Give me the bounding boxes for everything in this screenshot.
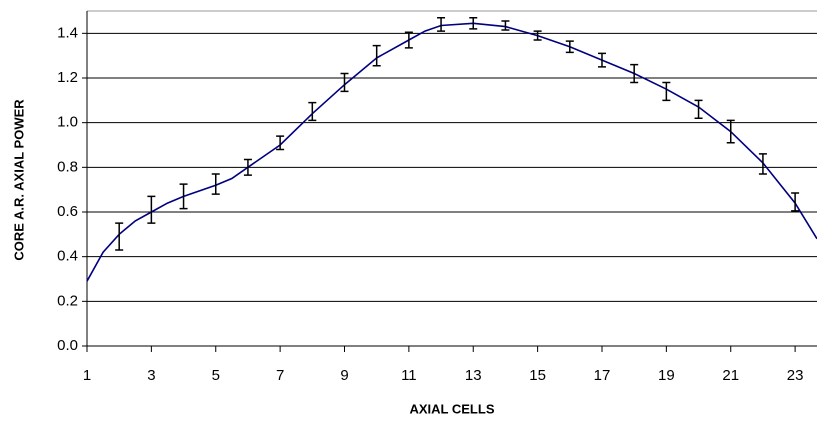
x-tick-label: 19 [658, 367, 675, 384]
x-tick-label: 23 [787, 367, 804, 384]
x-tick-label: 17 [594, 367, 611, 384]
error-bar [726, 119, 735, 144]
error-bar [308, 101, 317, 122]
error-bar [791, 192, 800, 212]
x-tick-label: 1 [83, 367, 91, 384]
y-axis-label: CORE A.R. AXIAL POWER [11, 99, 26, 261]
x-tick-label: 11 [401, 367, 417, 384]
error-bar [662, 81, 671, 102]
error-bar [276, 135, 285, 151]
error-bar [597, 52, 606, 68]
y-tick-label: 0.6 [57, 203, 78, 220]
y-tick-label: 1.4 [57, 24, 78, 41]
error-bar [630, 63, 639, 84]
error-bar [533, 30, 542, 41]
error-bar [469, 16, 478, 30]
x-tick-label: 3 [147, 367, 155, 384]
error-bar [501, 20, 510, 31]
error-bar [243, 158, 252, 176]
error-bar [179, 183, 188, 210]
y-tick-label: 0.0 [57, 337, 78, 354]
error-bar [758, 153, 767, 175]
x-tick-label: 13 [465, 367, 482, 384]
y-tick-label: 0.2 [57, 292, 78, 309]
y-tick-label: 0.8 [57, 158, 78, 175]
error-bar [437, 16, 446, 32]
error-bar [115, 222, 124, 251]
error-bar [694, 99, 703, 119]
x-tick-label: 7 [276, 367, 284, 384]
error-bar [565, 40, 574, 54]
error-bar [404, 31, 413, 49]
x-tick-label: 21 [722, 367, 739, 384]
error-bar [340, 72, 349, 93]
error-bar [372, 44, 381, 67]
x-tick-label: 5 [212, 367, 220, 384]
y-tick-label: 0.4 [57, 248, 78, 265]
x-tick-label: 15 [529, 367, 546, 384]
error-bar [147, 195, 156, 224]
y-tick-label: 1.2 [57, 69, 78, 86]
y-tick-label: 1.0 [57, 114, 78, 131]
error-bar [211, 173, 220, 195]
x-axis-label: AXIAL CELLS [410, 401, 495, 416]
x-tick-label: 9 [340, 367, 348, 384]
curve [86, 22, 817, 282]
